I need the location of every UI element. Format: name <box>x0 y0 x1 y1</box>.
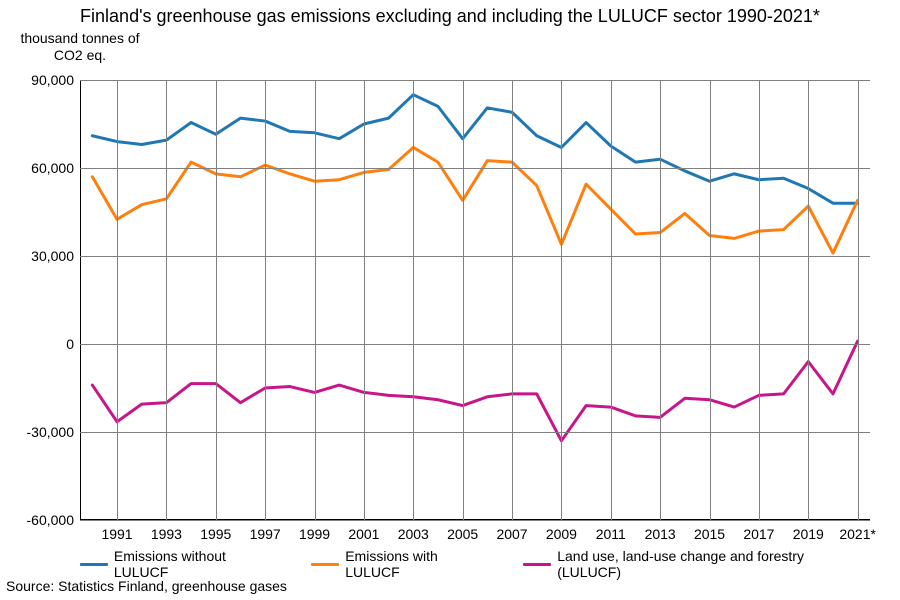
x-tick-label: 2001 <box>348 520 379 542</box>
x-tick-label: 2007 <box>496 520 527 542</box>
gridline-horizontal <box>80 80 870 81</box>
y-tick-label: -60,000 <box>27 512 80 528</box>
gridline-horizontal <box>80 344 870 345</box>
source-text: Source: Statistics Finland, greenhouse g… <box>6 578 287 594</box>
plot-area: -60,000-30,000030,00060,00090,0001991199… <box>80 80 870 520</box>
x-tick-label: 2003 <box>398 520 429 542</box>
x-tick-label: 2021* <box>839 520 876 542</box>
gridline-horizontal <box>80 256 870 257</box>
gridline-vertical <box>561 80 562 520</box>
series-line <box>92 95 857 204</box>
gridline-vertical <box>808 80 809 520</box>
gridline-vertical <box>463 80 464 520</box>
legend-item: Land use, land-use change and forestry (… <box>523 548 870 580</box>
gridline-vertical <box>413 80 414 520</box>
gridline-vertical <box>611 80 612 520</box>
x-tick-label: 1997 <box>250 520 281 542</box>
gridline-vertical <box>512 80 513 520</box>
x-tick-label: 1993 <box>151 520 182 542</box>
gridline-vertical <box>364 80 365 520</box>
x-tick-label: 1991 <box>101 520 132 542</box>
gridline-horizontal <box>80 432 870 433</box>
gridline-horizontal <box>80 168 870 169</box>
legend-item: Emissions with LULUCF <box>311 548 495 580</box>
y-tick-label: 0 <box>66 336 80 352</box>
x-tick-label: 2013 <box>645 520 676 542</box>
x-tick-label: 2011 <box>596 520 626 542</box>
y-tick-label: 30,000 <box>31 248 80 264</box>
chart-title: Finland's greenhouse gas emissions exclu… <box>0 6 900 27</box>
legend-label: Land use, land-use change and forestry (… <box>557 548 870 580</box>
y-tick-label: 90,000 <box>31 72 80 88</box>
x-tick-label: 2005 <box>447 520 478 542</box>
chart-container: Finland's greenhouse gas emissions exclu… <box>0 0 900 600</box>
line-layer <box>80 80 870 520</box>
x-tick-label: 1995 <box>200 520 231 542</box>
y-tick-label: -30,000 <box>27 424 80 440</box>
x-tick-label: 2009 <box>546 520 577 542</box>
x-tick-label: 2017 <box>743 520 774 542</box>
x-tick-label: 1999 <box>299 520 330 542</box>
legend-label: Emissions without LULUCF <box>114 548 284 580</box>
gridline-vertical <box>117 80 118 520</box>
y-axis-label: thousand tonnes of CO2 eq. <box>20 30 140 64</box>
gridline-vertical <box>315 80 316 520</box>
legend: Emissions without LULUCF Emissions with L… <box>80 548 870 580</box>
gridline-vertical <box>265 80 266 520</box>
series-line <box>92 147 857 253</box>
gridline-vertical <box>216 80 217 520</box>
series-line <box>92 341 857 441</box>
x-tick-label: 2019 <box>793 520 824 542</box>
legend-swatch <box>311 563 339 566</box>
legend-swatch <box>523 563 551 566</box>
legend-label: Emissions with LULUCF <box>345 548 495 580</box>
gridline-vertical <box>710 80 711 520</box>
gridline-vertical <box>759 80 760 520</box>
y-tick-label: 60,000 <box>31 160 80 176</box>
legend-swatch <box>80 563 108 566</box>
gridline-vertical <box>166 80 167 520</box>
legend-item: Emissions without LULUCF <box>80 548 283 580</box>
gridline-vertical <box>858 80 859 520</box>
gridline-vertical <box>660 80 661 520</box>
x-tick-label: 2015 <box>694 520 725 542</box>
